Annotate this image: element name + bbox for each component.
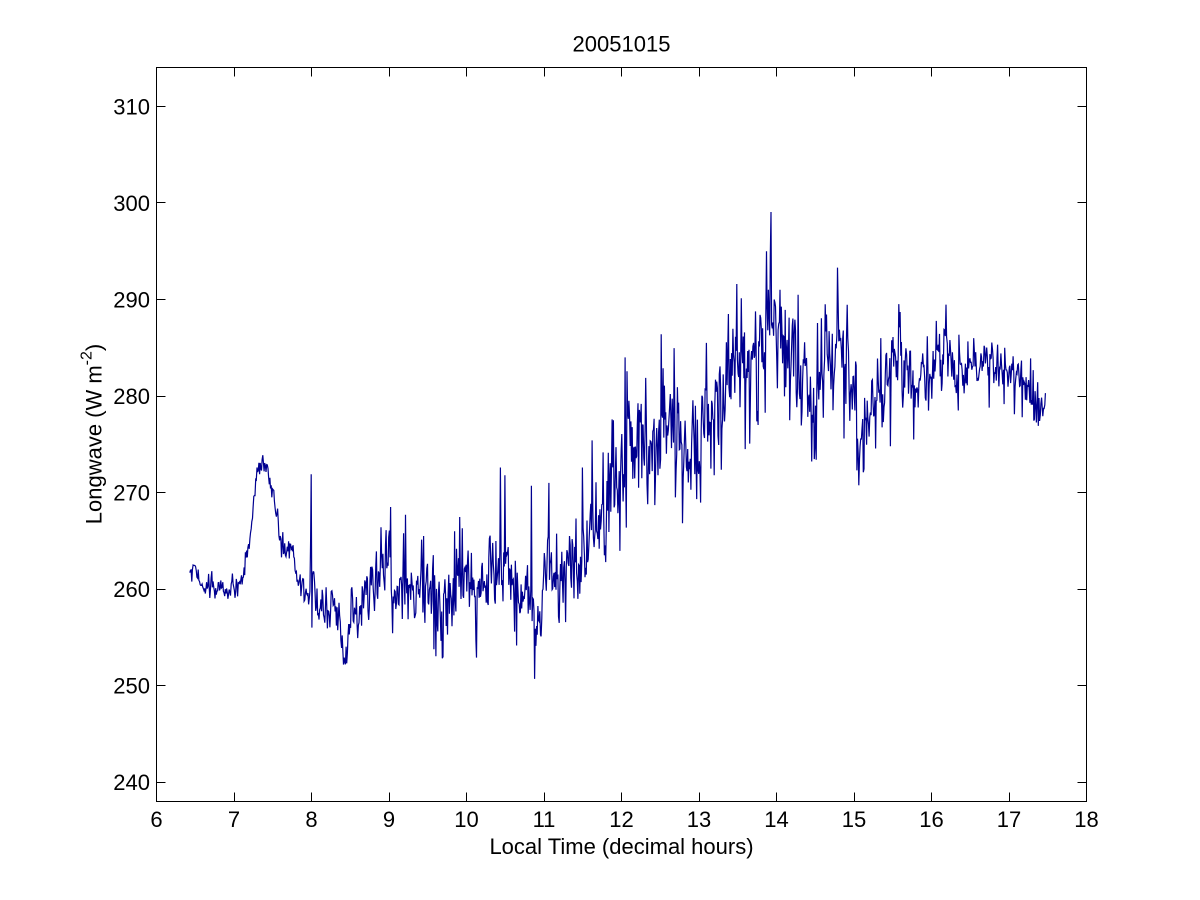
svg-text:8: 8 (305, 807, 317, 832)
svg-text:12: 12 (609, 807, 633, 832)
svg-text:9: 9 (383, 807, 395, 832)
svg-text:16: 16 (919, 807, 943, 832)
svg-text:260: 260 (113, 577, 150, 602)
svg-text:250: 250 (113, 674, 150, 699)
svg-text:10: 10 (454, 807, 478, 832)
svg-text:15: 15 (842, 807, 866, 832)
svg-text:240: 240 (113, 770, 150, 795)
svg-text:6: 6 (150, 807, 162, 832)
svg-text:Local Time (decimal hours): Local Time (decimal hours) (489, 834, 753, 859)
svg-text:290: 290 (113, 288, 150, 313)
svg-text:280: 280 (113, 384, 150, 409)
svg-text:270: 270 (113, 481, 150, 506)
svg-text:13: 13 (687, 807, 711, 832)
svg-text:11: 11 (533, 807, 556, 832)
svg-text:18: 18 (1074, 807, 1098, 832)
svg-text:300: 300 (113, 191, 150, 216)
svg-text:7: 7 (228, 807, 240, 832)
svg-text:310: 310 (113, 94, 150, 119)
svg-text:Longwave (W m-2): Longwave (W m-2) (79, 344, 107, 525)
svg-text:14: 14 (764, 807, 788, 832)
svg-text:20051015: 20051015 (573, 32, 671, 57)
svg-text:17: 17 (997, 807, 1021, 832)
